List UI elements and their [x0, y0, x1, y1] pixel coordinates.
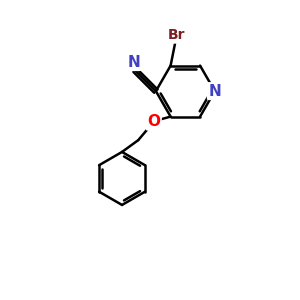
Text: O: O: [147, 114, 160, 129]
Text: N: N: [127, 55, 140, 70]
Text: Br: Br: [168, 28, 185, 42]
Text: N: N: [208, 84, 221, 99]
